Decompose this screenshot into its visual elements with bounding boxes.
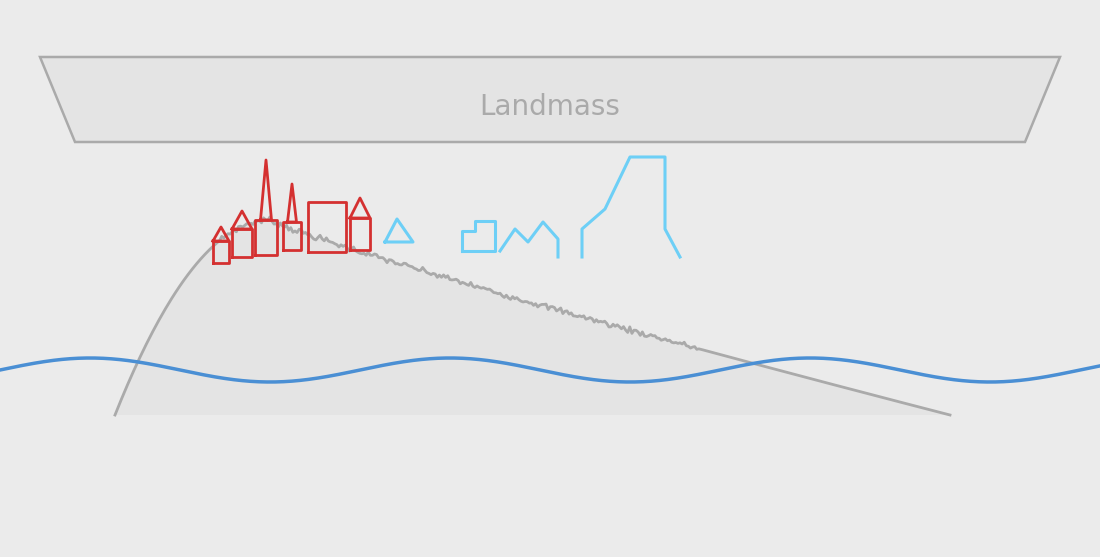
Polygon shape: [40, 57, 1060, 142]
Text: Landmass: Landmass: [480, 93, 620, 121]
Polygon shape: [75, 217, 950, 415]
